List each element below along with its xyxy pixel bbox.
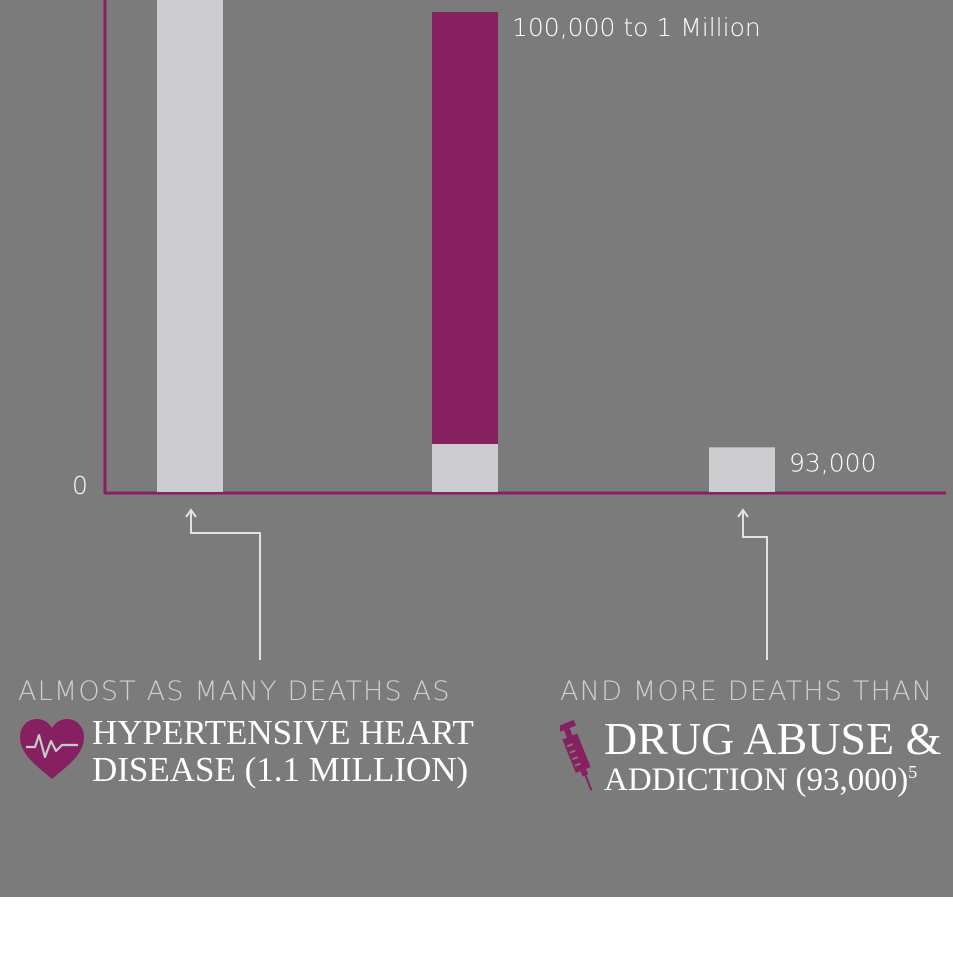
callout-line-left [190, 511, 261, 660]
bar-2-segment-2 [432, 12, 498, 444]
bar-chart: 0 100,000 to 1 Million 93,000 [72, 0, 946, 660]
value-labels-group: 100,000 to 1 Million 93,000 [512, 13, 876, 477]
bars-group [157, 0, 775, 492]
caption-right-lead: AND MORE DEATHS THAN [560, 676, 934, 707]
caption-drug-abuse: AND MORE DEATHS THAN DRUG ABUSE & [560, 676, 953, 798]
caption-hypertensive: ALMOST AS MANY DEATHS AS HYPERTENSIVE HE… [18, 676, 488, 789]
y-tick-zero: 0 [72, 471, 88, 500]
infographic-panel: 0 100,000 to 1 Million 93,000 ALMOST AS M… [0, 0, 953, 897]
caption-left-lead: ALMOST AS MANY DEATHS AS [18, 676, 451, 707]
callout-line-right [742, 511, 768, 660]
syringe-icon [560, 719, 593, 791]
caption-left-line2: DISEASE (1.1 MILLION) [92, 749, 469, 789]
bar-2-value-label: 100,000 to 1 Million [512, 13, 761, 42]
footnote-marker: 5 [908, 762, 918, 783]
caption-right-line2-wrap: ADDICTION (93,000)5 [604, 763, 941, 798]
bar-3-value-label: 93,000 [789, 448, 876, 477]
heart-rate-icon [20, 719, 84, 779]
callout-arrow-right [737, 508, 749, 518]
caption-left-line1: HYPERTENSIVE HEART [92, 713, 474, 752]
callout-arrow-left [185, 508, 197, 518]
caption-right-line2: ADDICTION (93,000) [604, 762, 909, 799]
bar-2-segment-1 [432, 444, 498, 492]
bar-3-segment-1 [709, 447, 775, 492]
caption-right-line1: DRUG ABUSE & [604, 713, 942, 764]
bar-1-segment-1 [157, 0, 223, 492]
